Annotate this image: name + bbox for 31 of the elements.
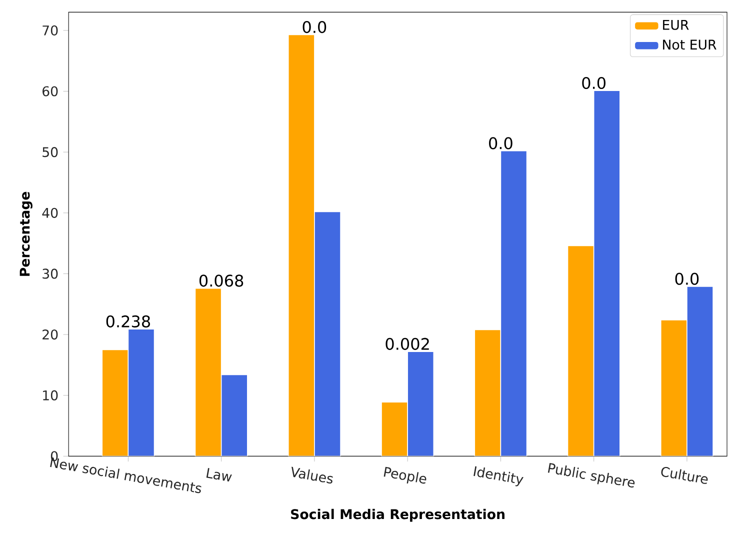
y-tick-label: 10: [43, 390, 58, 400]
y-axis-title: Percentage: [20, 192, 32, 276]
legend-label: EUR: [663, 20, 689, 30]
bar: [128, 328, 155, 456]
x-tick-label: Public sphere: [548, 462, 635, 488]
y-tick-label: 30: [42, 268, 58, 279]
annotation: 0.0: [489, 137, 512, 150]
annotation: 0.068: [199, 274, 244, 287]
x-tick-label: People: [384, 466, 426, 484]
y-tick-label: 60: [42, 86, 58, 96]
annotation: 0.002: [386, 338, 429, 350]
bar: [593, 90, 620, 456]
annotation: 0.0: [675, 272, 699, 285]
bar: [686, 286, 714, 456]
y-tick-label: 40: [42, 208, 58, 218]
x-tick-label: Identity: [474, 466, 524, 486]
annotation: 0.0: [582, 76, 606, 90]
legend-label: Not EUR: [663, 40, 716, 50]
x-tick-label: Law: [206, 468, 232, 482]
x-tick-label: Culture: [661, 466, 708, 484]
bar: [500, 150, 528, 456]
y-tick-label: 70: [42, 25, 58, 36]
y-tick-label: 50: [42, 147, 58, 158]
bar: [314, 211, 341, 456]
bar: [407, 351, 434, 456]
x-axis-title: Social Media Representation: [291, 508, 504, 522]
x-tick-label: Values: [292, 466, 333, 484]
annotation: 0.238: [106, 315, 150, 328]
bar: [220, 374, 248, 456]
y-tick-label: 20: [42, 329, 58, 340]
annotation: 0.0: [302, 20, 326, 34]
